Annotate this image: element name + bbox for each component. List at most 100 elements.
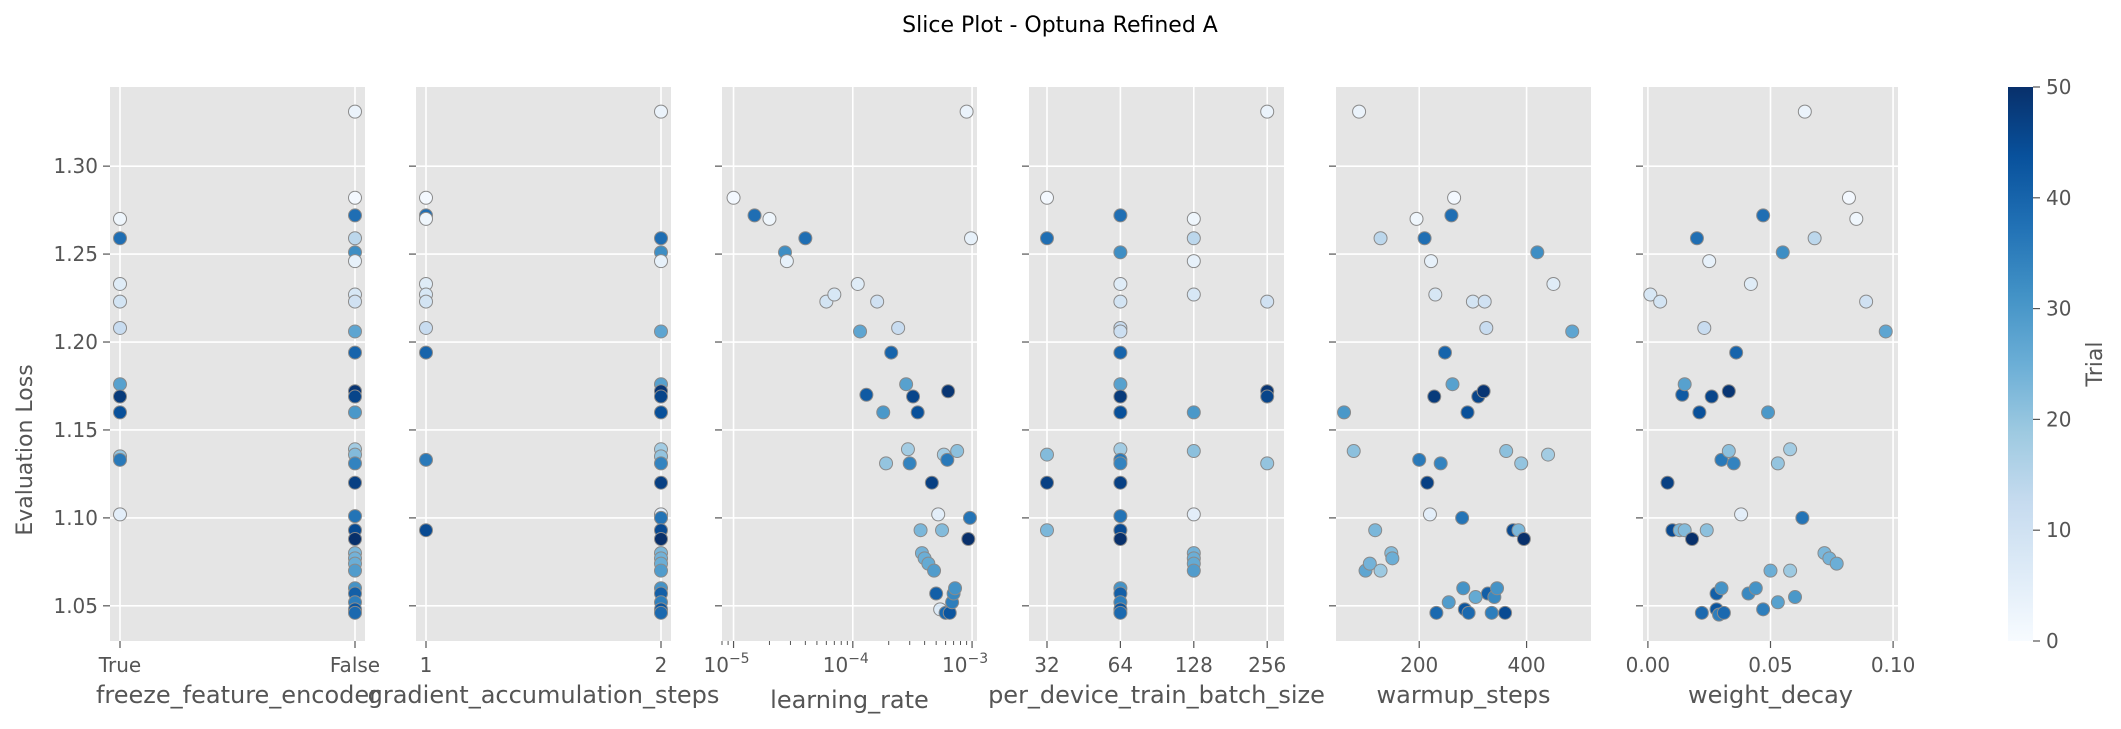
data-point xyxy=(1490,581,1505,596)
data-point xyxy=(1113,294,1128,309)
data-point xyxy=(1260,294,1275,309)
figure-title: Slice Plot - Optuna Refined A xyxy=(902,13,1218,38)
data-point xyxy=(1113,475,1128,490)
colorbar-tick-label: 40 xyxy=(2046,186,2071,210)
data-point xyxy=(762,211,777,226)
data-point xyxy=(1260,456,1275,471)
x-tick-label: 10−4 xyxy=(823,651,869,677)
data-point xyxy=(1427,389,1442,404)
data-point xyxy=(113,377,127,392)
data-point xyxy=(1424,254,1439,269)
data-point xyxy=(1460,405,1475,420)
data-point xyxy=(1444,208,1459,223)
data-point xyxy=(902,456,917,471)
subplot-per_device_train_batch_size: 32 64 128 256 per_device_train_batch_size xyxy=(988,87,1325,709)
data-point xyxy=(1373,563,1388,578)
data-point xyxy=(924,475,939,490)
data-point xyxy=(1441,595,1456,610)
x-tick-exponent: −4 xyxy=(848,651,869,667)
data-point xyxy=(1783,442,1798,457)
x-tick-exponent: −5 xyxy=(729,651,750,667)
data-point xyxy=(348,231,362,246)
data-point xyxy=(726,190,741,205)
data-point xyxy=(1530,245,1545,260)
colorbar-tick-label: 20 xyxy=(2046,407,2071,431)
colorbar: 0 10 20 30 40 50 Trial xyxy=(2008,75,2108,653)
data-point xyxy=(348,190,362,205)
data-point xyxy=(113,294,127,309)
data-point xyxy=(1546,276,1561,291)
data-point xyxy=(1775,245,1790,260)
data-point xyxy=(870,294,885,309)
data-point xyxy=(747,208,762,223)
data-point xyxy=(859,387,874,402)
data-point xyxy=(827,287,842,302)
data-point xyxy=(1479,320,1494,335)
data-point xyxy=(1477,294,1492,309)
x-axis-label: learning_rate xyxy=(770,686,929,714)
data-point xyxy=(1721,444,1736,459)
x-tick-label: 2 xyxy=(655,653,668,677)
data-point xyxy=(850,276,865,291)
data-point xyxy=(1362,556,1377,571)
data-point xyxy=(113,320,127,335)
data-point xyxy=(1714,581,1729,596)
data-point xyxy=(1447,190,1462,205)
data-point xyxy=(654,389,668,404)
data-point xyxy=(348,104,362,119)
data-point xyxy=(1337,405,1352,420)
y-tick-label: 1.30 xyxy=(53,154,98,178)
data-point xyxy=(1039,523,1054,538)
x-tick-label: 10−5 xyxy=(704,651,750,677)
subplot-freeze_feature_encoder: 1.05 1.10 1.15 1.20 1.25 1.30 True False freeze_… xyxy=(53,87,380,709)
data-point xyxy=(913,523,928,538)
data-point xyxy=(962,510,977,525)
data-point xyxy=(1373,231,1388,246)
data-point xyxy=(1455,510,1470,525)
data-point xyxy=(654,475,668,490)
x-axis-label: gradient_accumulation_steps xyxy=(368,681,720,709)
data-point xyxy=(654,324,668,339)
data-point xyxy=(961,531,976,546)
data-point xyxy=(950,444,965,459)
data-point xyxy=(348,456,362,471)
x-tick-label: 64 xyxy=(1108,653,1133,677)
data-point xyxy=(1770,456,1785,471)
data-point xyxy=(941,384,956,399)
data-point xyxy=(1704,389,1719,404)
data-point xyxy=(348,475,362,490)
data-point xyxy=(348,405,362,420)
data-point xyxy=(1186,211,1201,226)
data-point xyxy=(1516,531,1531,546)
data-point xyxy=(1039,447,1054,462)
data-point xyxy=(1807,231,1822,246)
plot-area xyxy=(1029,87,1284,641)
data-point xyxy=(348,345,362,360)
data-point xyxy=(1186,563,1201,578)
x-tick-label: 32 xyxy=(1034,653,1059,677)
plot-area xyxy=(722,87,977,641)
data-point xyxy=(348,563,362,578)
data-point xyxy=(1699,523,1714,538)
data-point xyxy=(1770,595,1785,610)
data-point xyxy=(654,405,668,420)
data-point xyxy=(899,377,914,392)
data-point xyxy=(348,605,362,620)
data-point xyxy=(1788,590,1803,605)
data-point xyxy=(113,452,127,467)
x-tick-label: 0.05 xyxy=(1748,653,1793,677)
data-point xyxy=(1368,523,1383,538)
x-tick-label: 128 xyxy=(1175,653,1213,677)
data-point xyxy=(654,254,668,269)
data-point xyxy=(1783,563,1798,578)
data-point xyxy=(1409,211,1424,226)
data-point xyxy=(348,509,362,524)
data-point xyxy=(900,442,915,457)
data-point xyxy=(1422,507,1437,522)
data-point xyxy=(348,254,362,269)
data-point xyxy=(1660,475,1675,490)
data-point xyxy=(1499,444,1514,459)
data-point xyxy=(1113,377,1128,392)
x-tick-label: 0.00 xyxy=(1626,653,1671,677)
data-point xyxy=(1484,605,1499,620)
